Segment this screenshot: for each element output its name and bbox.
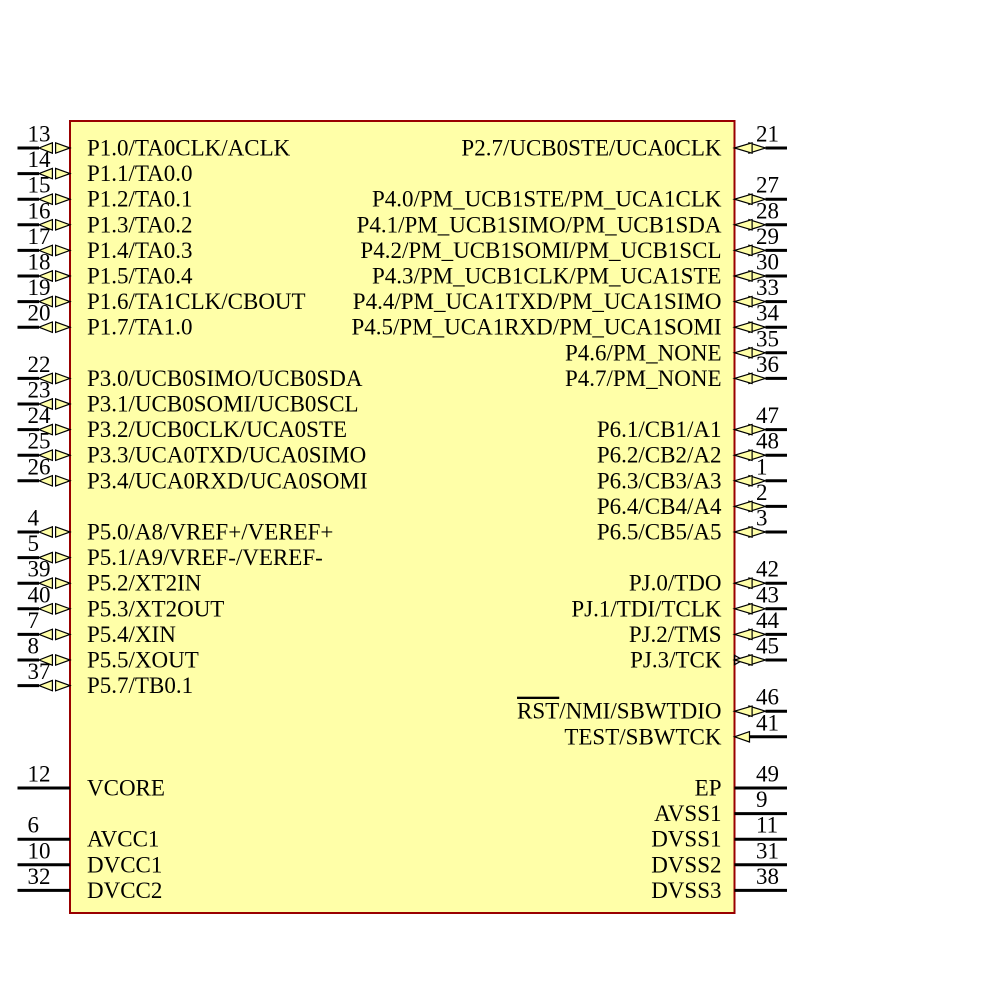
svg-text:P6.3/CB3/A3: P6.3/CB3/A3 [597,468,722,493]
svg-text:13: 13 [28,122,51,147]
svg-text:35: 35 [756,326,779,351]
svg-text:33: 33 [756,275,779,300]
svg-text:P4.7/PM_NONE: P4.7/PM_NONE [565,366,722,391]
svg-text:DVSS2: DVSS2 [651,852,721,877]
svg-text:P3.1/UCB0SOMI/UCB0SCL: P3.1/UCB0SOMI/UCB0SCL [87,392,359,417]
svg-text:P5.1/A9/VREF-/VEREF-: P5.1/A9/VREF-/VEREF- [87,545,323,570]
svg-text:43: 43 [756,582,779,607]
svg-text:VCORE: VCORE [87,776,165,801]
svg-text:17: 17 [28,224,51,249]
svg-text:P1.4/TA0.3: P1.4/TA0.3 [87,238,193,263]
svg-text:48: 48 [756,429,779,454]
svg-text:37: 37 [28,659,51,684]
svg-text:15: 15 [28,173,51,198]
svg-text:PJ.1/TDI/TCLK: PJ.1/TDI/TCLK [571,596,722,621]
svg-text:P1.0/TA0CLK/ACLK: P1.0/TA0CLK/ACLK [87,136,291,161]
svg-text:P4.3/PM_UCB1CLK/PM_UCA1STE: P4.3/PM_UCB1CLK/PM_UCA1STE [372,264,722,289]
svg-text:DVSS1: DVSS1 [651,827,721,852]
svg-text:7: 7 [28,608,40,633]
svg-text:18: 18 [28,250,51,275]
svg-text:AVSS1: AVSS1 [654,801,721,826]
svg-text:19: 19 [28,275,51,300]
svg-text:P4.1/PM_UCB1SIMO/PM_UCB1SDA: P4.1/PM_UCB1SIMO/PM_UCB1SDA [357,212,722,237]
svg-text:22: 22 [28,352,51,377]
svg-text:1: 1 [756,454,768,479]
svg-text:31: 31 [756,838,779,863]
svg-text:P1.7/TA1.0: P1.7/TA1.0 [87,315,193,340]
svg-text:P6.2/CB2/A2: P6.2/CB2/A2 [597,443,722,468]
svg-text:16: 16 [28,198,51,223]
svg-text:P5.3/XT2OUT: P5.3/XT2OUT [87,596,224,621]
svg-text:DVCC1: DVCC1 [87,852,162,877]
svg-text:44: 44 [756,608,780,633]
svg-text:RST/NMI/SBWTDIO: RST/NMI/SBWTDIO [517,699,721,724]
svg-text:P3.4/UCA0RXD/UCA0SOMI: P3.4/UCA0RXD/UCA0SOMI [87,468,368,493]
svg-text:P6.4/CB4/A4: P6.4/CB4/A4 [597,494,722,519]
svg-text:P3.0/UCB0SIMO/UCB0SDA: P3.0/UCB0SIMO/UCB0SDA [87,366,363,391]
svg-text:20: 20 [28,301,51,326]
svg-text:9: 9 [756,787,768,812]
svg-text:P5.4/XIN: P5.4/XIN [87,622,176,647]
svg-text:34: 34 [756,301,780,326]
svg-text:32: 32 [28,864,51,889]
svg-text:27: 27 [756,173,779,198]
svg-text:PJ.2/TMS: PJ.2/TMS [629,622,722,647]
svg-text:36: 36 [756,352,779,377]
svg-text:P5.7/TB0.1: P5.7/TB0.1 [87,673,193,698]
svg-text:23: 23 [28,378,51,403]
svg-text:10: 10 [28,838,51,863]
svg-text:P6.1/CB1/A1: P6.1/CB1/A1 [597,417,722,442]
svg-text:P4.4/PM_UCA1TXD/PM_UCA1SIMO: P4.4/PM_UCA1TXD/PM_UCA1SIMO [353,289,722,314]
svg-text:P6.5/CB5/A5: P6.5/CB5/A5 [597,520,722,545]
svg-text:46: 46 [756,685,779,710]
svg-text:2: 2 [756,480,768,505]
svg-text:P4.5/PM_UCA1RXD/PM_UCA1SOMI: P4.5/PM_UCA1RXD/PM_UCA1SOMI [352,315,722,340]
svg-text:12: 12 [28,762,51,787]
svg-text:45: 45 [756,634,779,659]
svg-text:29: 29 [756,224,779,249]
svg-text:14: 14 [28,147,52,172]
svg-text:25: 25 [28,429,51,454]
svg-text:P1.5/TA0.4: P1.5/TA0.4 [87,264,193,289]
svg-text:P1.2/TA0.1: P1.2/TA0.1 [87,187,193,212]
svg-text:P3.3/UCA0TXD/UCA0SIMO: P3.3/UCA0TXD/UCA0SIMO [87,443,366,468]
svg-text:P3.2/UCB0CLK/UCA0STE: P3.2/UCB0CLK/UCA0STE [87,417,347,442]
svg-text:P4.6/PM_NONE: P4.6/PM_NONE [565,340,722,365]
svg-text:3: 3 [756,506,768,531]
svg-text:DVCC2: DVCC2 [87,878,162,903]
svg-text:P5.2/XT2IN: P5.2/XT2IN [87,571,202,596]
svg-text:P5.5/XOUT: P5.5/XOUT [87,648,199,673]
svg-text:PJ.3/TCK: PJ.3/TCK [630,648,722,673]
svg-text:39: 39 [28,557,51,582]
svg-text:47: 47 [756,403,779,428]
svg-text:38: 38 [756,864,779,889]
svg-text:P4.2/PM_UCB1SOMI/PM_UCB1SCL: P4.2/PM_UCB1SOMI/PM_UCB1SCL [360,238,721,263]
svg-text:P1.1/TA0.0: P1.1/TA0.0 [87,161,193,186]
svg-text:PJ.0/TDO: PJ.0/TDO [629,571,722,596]
svg-text:P5.0/A8/VREF+/VEREF+: P5.0/A8/VREF+/VEREF+ [87,520,333,545]
svg-text:P4.0/PM_UCB1STE/PM_UCA1CLK: P4.0/PM_UCB1STE/PM_UCA1CLK [372,187,722,212]
svg-text:30: 30 [756,250,779,275]
svg-text:TEST/SBWTCK: TEST/SBWTCK [564,724,722,749]
svg-text:21: 21 [756,122,779,147]
svg-text:P2.7/UCB0STE/UCA0CLK: P2.7/UCB0STE/UCA0CLK [461,136,721,161]
svg-text:49: 49 [756,762,779,787]
svg-text:28: 28 [756,198,779,223]
svg-text:5: 5 [28,531,40,556]
svg-text:P1.6/TA1CLK/CBOUT: P1.6/TA1CLK/CBOUT [87,289,306,314]
svg-text:EP: EP [695,776,722,801]
svg-text:26: 26 [28,454,51,479]
svg-text:24: 24 [28,403,52,428]
svg-text:6: 6 [28,813,40,838]
svg-text:4: 4 [28,506,40,531]
svg-text:42: 42 [756,557,779,582]
svg-text:AVCC1: AVCC1 [87,827,159,852]
svg-text:40: 40 [28,582,51,607]
svg-text:DVSS3: DVSS3 [651,878,721,903]
svg-text:41: 41 [756,710,779,735]
svg-text:8: 8 [28,634,40,659]
svg-text:11: 11 [756,813,778,838]
svg-text:P1.3/TA0.2: P1.3/TA0.2 [87,212,193,237]
